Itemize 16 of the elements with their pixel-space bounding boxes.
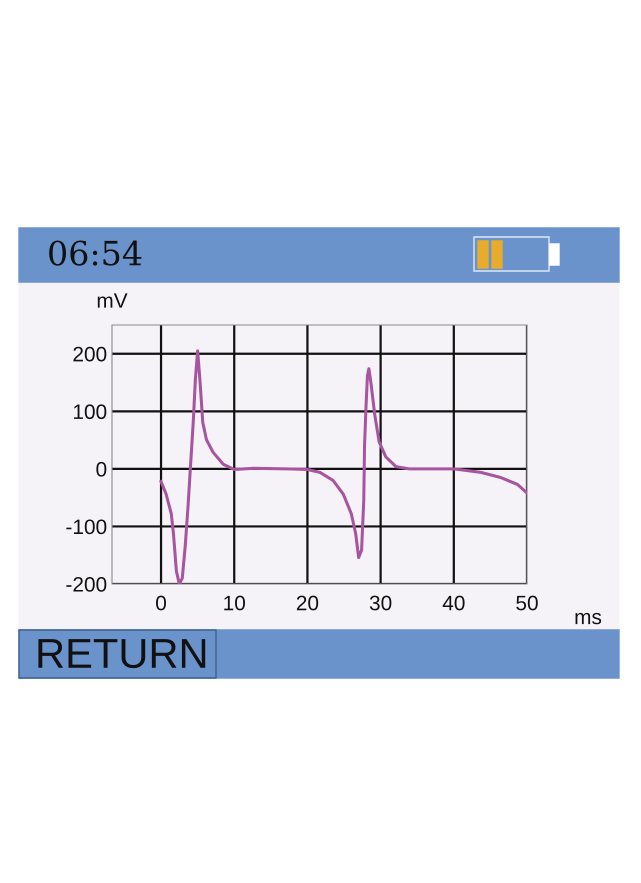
x-tick-label: 10 [224, 596, 246, 610]
y-tick-label: 200 [73, 346, 106, 362]
y-tick-label: -100 [66, 519, 106, 534]
y-tick-label: 0 [96, 462, 106, 477]
y-tick-label: -200 [66, 577, 106, 592]
x-axis-title: ms [576, 612, 602, 624]
x-tick-label: 30 [370, 596, 392, 610]
x-tick-label: 0 [156, 596, 166, 610]
y-tick-label: 100 [74, 404, 106, 420]
x-tick-label: 40 [442, 596, 465, 610]
text: RETURN [38, 639, 206, 668]
y-axis-title: mV [98, 293, 128, 308]
line-series [160, 349, 527, 584]
text: 06:54 [49, 240, 142, 266]
x-tick-label: 20 [296, 596, 318, 610]
x-tick-label: 50 [516, 596, 538, 610]
